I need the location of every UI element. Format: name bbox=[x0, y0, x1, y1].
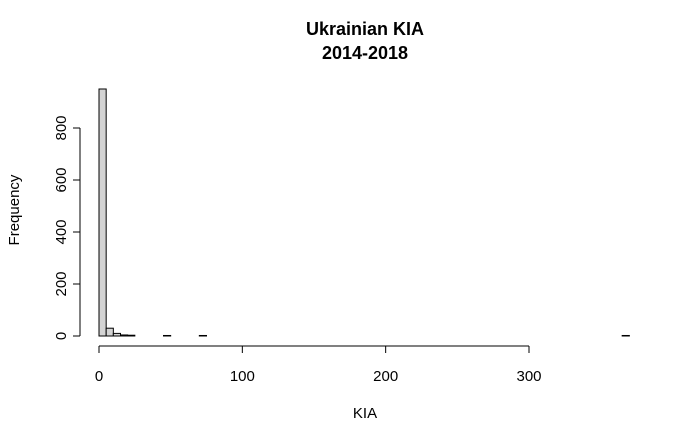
y-axis: 0 200 400 600 800 bbox=[53, 115, 81, 340]
chart-title-line-1: Ukrainian KIA bbox=[306, 19, 424, 39]
x-axis: 0 100 200 300 bbox=[95, 345, 542, 385]
x-tick-label: 0 bbox=[95, 368, 103, 385]
x-tick-label: 100 bbox=[230, 368, 255, 385]
y-tick-label: 600 bbox=[53, 167, 70, 192]
y-tick-label: 800 bbox=[53, 115, 70, 140]
y-tick-label: 200 bbox=[53, 271, 70, 296]
histogram-bar bbox=[105, 327, 114, 337]
x-tick-label: 200 bbox=[373, 368, 398, 385]
histogram-bar bbox=[98, 88, 107, 337]
x-tick-label: 300 bbox=[516, 368, 541, 385]
y-axis-label: Frequency bbox=[6, 174, 23, 245]
histogram-bar bbox=[198, 334, 208, 337]
chart-title-line-2: 2014-2018 bbox=[322, 43, 408, 63]
histogram-bar bbox=[120, 334, 129, 337]
histogram-bar bbox=[112, 332, 122, 337]
x-axis-label: KIA bbox=[353, 405, 377, 422]
histogram-bar bbox=[127, 334, 136, 337]
plot-area bbox=[98, 88, 630, 337]
histogram-bar bbox=[621, 334, 630, 337]
histogram-bar bbox=[163, 334, 172, 337]
y-tick-label: 0 bbox=[53, 332, 70, 340]
y-tick-label: 400 bbox=[53, 219, 70, 244]
